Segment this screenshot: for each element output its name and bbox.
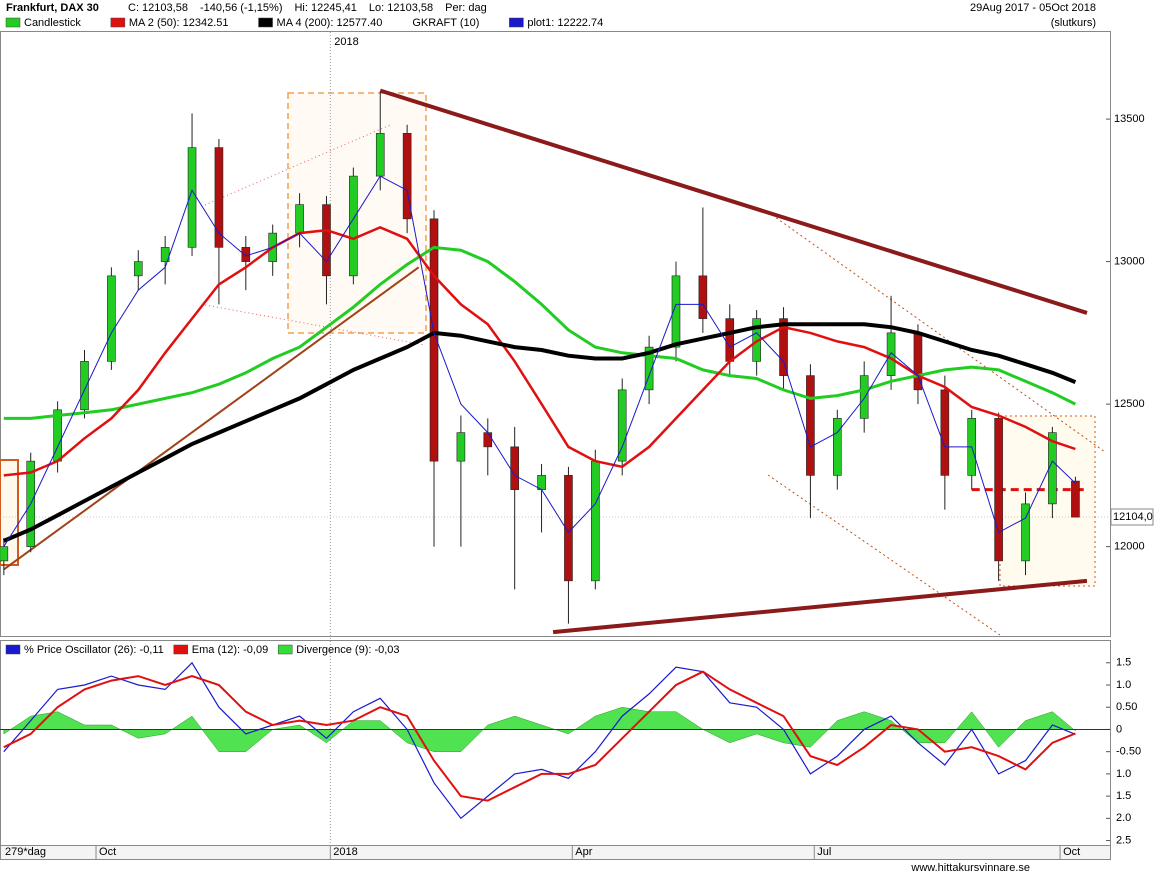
legend-label: GKRAFT (10) xyxy=(412,17,479,29)
oscillator-line xyxy=(3,661,1076,820)
instrument-title: Frankfurt, DAX 30 xyxy=(6,2,99,14)
candle-body xyxy=(429,218,439,462)
last-price-box xyxy=(1110,508,1154,526)
candle-body xyxy=(80,361,89,411)
candle-body xyxy=(994,418,1003,562)
zone-box xyxy=(999,415,1096,587)
legend-swatch xyxy=(173,644,189,655)
legend-label: MA 4 (200): 12577.40 xyxy=(277,17,383,29)
channel-line xyxy=(767,474,1001,636)
price-type: (slutkurs) xyxy=(1051,17,1096,29)
candle-body xyxy=(886,332,896,376)
indicator-line xyxy=(3,322,1077,543)
indicator-line xyxy=(3,245,1077,420)
header-value: Lo: 12103,58 xyxy=(369,2,433,14)
legend-swatch xyxy=(5,644,21,655)
candle-body xyxy=(0,546,9,562)
candle-body xyxy=(483,432,493,448)
channel-line xyxy=(767,211,1106,453)
price-panel xyxy=(0,31,1111,637)
candle-body xyxy=(940,389,950,476)
trendline xyxy=(552,578,1088,635)
candle-body xyxy=(1021,503,1030,562)
osc-tick-label: 2.0 xyxy=(1116,812,1131,824)
header: Frankfurt, DAX 30 29Aug 2017 - 05Oct 201… xyxy=(5,2,1096,874)
x-tick-label: Oct xyxy=(1063,846,1080,858)
candle-body xyxy=(1071,480,1080,518)
indicator-line xyxy=(3,226,1076,477)
candle-body xyxy=(510,446,519,490)
osc-tick-label: 0 xyxy=(1116,723,1122,735)
legend-swatch xyxy=(509,17,524,28)
legend-swatch xyxy=(258,17,273,28)
last-price-label: 12104,0 xyxy=(1113,511,1153,523)
legend-label: MA 2 (50): 12342.51 xyxy=(129,17,229,29)
candle-body xyxy=(107,275,116,362)
candle-body xyxy=(806,375,815,476)
channel-line xyxy=(204,124,391,206)
legend-label: Ema (12): -0,09 xyxy=(192,644,268,656)
trendline xyxy=(3,266,420,571)
x-tick-label: Apr xyxy=(575,846,592,858)
candle-body xyxy=(375,133,385,177)
oscillator-line xyxy=(3,670,1076,802)
candle-body xyxy=(913,332,923,391)
osc-tick-label: -0.50 xyxy=(1116,746,1141,758)
osc-tick-label: 1.5 xyxy=(1116,657,1131,669)
legend-label: % Price Oscillator (26): -0,11 xyxy=(24,644,164,656)
legend-swatch xyxy=(277,644,293,655)
osc-tick-label: 1.0 xyxy=(1116,679,1131,691)
legend-label: plot1: 12222.74 xyxy=(527,17,603,29)
legend-swatch xyxy=(110,17,126,28)
osc-tick-label: 1.0 xyxy=(1116,768,1131,780)
y-tick-label: 13500 xyxy=(1114,113,1145,125)
osc-tick-label: 0.50 xyxy=(1116,701,1137,713)
header-value: Per: dag xyxy=(445,2,487,14)
candle-body xyxy=(133,261,143,277)
x-tick-label: Jul xyxy=(817,846,831,858)
header-value: Hi: 12245,41 xyxy=(294,2,356,14)
x-axis-strip xyxy=(0,845,1111,860)
legend-label: Divergence (9): -0,03 xyxy=(296,644,399,656)
osc-tick-label: 1.5 xyxy=(1116,790,1131,802)
x-tick-label: Oct xyxy=(99,846,116,858)
legend-swatch xyxy=(5,17,21,28)
candle-body xyxy=(322,204,331,277)
candle-body xyxy=(617,389,627,462)
candle-body xyxy=(214,147,224,248)
candle-body xyxy=(725,318,735,362)
legend-label: Candlestick xyxy=(24,17,81,29)
header-value: C: 12103,58 xyxy=(128,2,188,14)
y-tick-label: 12500 xyxy=(1114,398,1145,410)
candle-body xyxy=(1048,432,1057,505)
candle-body xyxy=(241,247,251,262)
candle-body xyxy=(644,346,654,391)
y-tick-label: 13000 xyxy=(1114,256,1145,268)
candle-body xyxy=(779,318,788,376)
candle-body xyxy=(456,432,466,462)
candle-body xyxy=(295,204,304,234)
source: www.hittakursvinnare.se xyxy=(910,862,1030,874)
period-label: 279*dag xyxy=(5,846,46,858)
x-tick-label: 2018 xyxy=(333,846,357,858)
osc-tick-label: 2.5 xyxy=(1116,834,1131,846)
candle-body xyxy=(698,275,708,319)
candle-body xyxy=(349,175,358,277)
candle-body xyxy=(859,375,869,419)
candle-body xyxy=(671,275,681,348)
candle-body xyxy=(537,475,546,490)
candle-body xyxy=(833,418,842,476)
trendline xyxy=(379,88,1088,315)
year-label: 2018 xyxy=(334,36,358,48)
indicator-line xyxy=(3,175,1076,547)
date-range: 29Aug 2017 - 05Oct 2018 xyxy=(970,2,1096,14)
candle-body xyxy=(402,133,412,220)
header-value: -140,56 (-1,15%) xyxy=(200,2,283,14)
y-tick-label: 12000 xyxy=(1114,541,1145,553)
candle-body xyxy=(591,460,600,582)
